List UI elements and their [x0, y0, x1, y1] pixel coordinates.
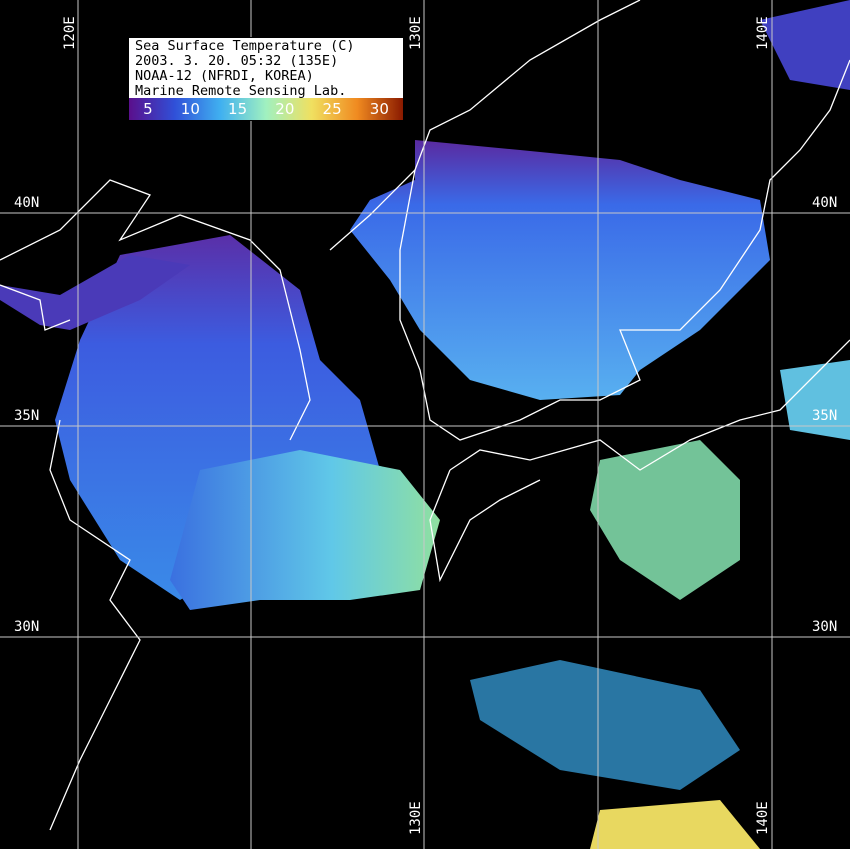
east-china-sea [170, 450, 440, 610]
lat-label-35n-left: 35N [14, 408, 40, 424]
lon-label-140e-top: 140E [755, 16, 771, 50]
color-scale-bar: 5 10 15 20 25 30 [129, 98, 403, 120]
lat-label-30n-right: 30N [812, 619, 838, 635]
japan-east [780, 360, 850, 440]
lat-label-35n-right: 35N [812, 408, 838, 424]
pacific-patch [590, 440, 740, 600]
scale-tick: 5 [143, 100, 153, 118]
scale-tick: 25 [322, 100, 342, 118]
bohai-sea [0, 255, 190, 330]
scale-tick: 30 [369, 100, 389, 118]
pacific-south [470, 660, 740, 790]
lon-label-130e-top: 130E [408, 16, 424, 50]
legend-satellite: NOAA-12 (NFRDI, KOREA) [135, 68, 314, 84]
lon-label-140e-bottom: 140E [755, 801, 771, 835]
lat-label-40n-left: 40N [14, 195, 40, 211]
scale-tick: 15 [228, 100, 248, 118]
legend-datetime: 2003. 3. 20. 05:32 (135E) [135, 53, 339, 69]
pacific-southeast [590, 800, 760, 849]
lon-label-120e: 120E [62, 16, 78, 50]
coastlines [0, 0, 850, 831]
lon-label-130e-bottom: 130E [408, 801, 424, 835]
lat-label-30n-left: 30N [14, 619, 40, 635]
lat-label-40n-right: 40N [812, 195, 838, 211]
east-sea [350, 140, 770, 400]
hokkaido-sea [760, 0, 850, 90]
scale-tick: 10 [180, 100, 200, 118]
legend-lab: Marine Remote Sensing Lab. [135, 83, 347, 99]
legend-title: Sea Surface Temperature (C) [135, 38, 355, 54]
legend-box: Sea Surface Temperature (C) 2003. 3. 20.… [128, 37, 404, 121]
scale-tick: 20 [275, 100, 295, 118]
